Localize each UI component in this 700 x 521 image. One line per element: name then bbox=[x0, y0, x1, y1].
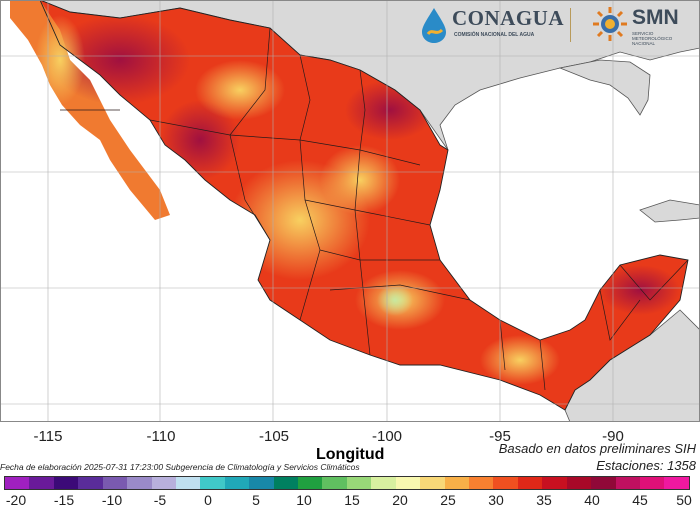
colorbar-cell bbox=[591, 477, 616, 489]
colorbar-label: 25 bbox=[440, 492, 456, 508]
colorbar-label: 20 bbox=[392, 492, 408, 508]
mexico-outline bbox=[39, 0, 689, 411]
colorbar-cell bbox=[175, 477, 201, 489]
smn-sun-icon bbox=[593, 7, 627, 41]
colorbar-cell bbox=[249, 477, 274, 489]
longitude-tick-label: -95 bbox=[489, 428, 511, 445]
colorbar-cell bbox=[29, 477, 54, 489]
colorbar-cell bbox=[102, 477, 128, 489]
florida-land bbox=[558, 59, 651, 116]
colorbar-cell bbox=[151, 477, 176, 489]
colorbar-cell bbox=[346, 477, 372, 489]
smn-logo-subtitle: SERVICIO METEOROLÓGICO NACIONAL bbox=[632, 31, 673, 46]
colorbar-cell bbox=[371, 477, 396, 489]
colorbar-label: 50 bbox=[676, 492, 692, 508]
colorbar-cell bbox=[664, 477, 689, 489]
longitude-tick-label: -115 bbox=[33, 428, 63, 445]
colorbar bbox=[4, 476, 690, 490]
colorbar-label: -20 bbox=[5, 492, 27, 508]
cuba-land bbox=[639, 199, 700, 223]
gridlines bbox=[0, 0, 700, 422]
colorbar-cell bbox=[615, 477, 640, 489]
colorbar-label: 35 bbox=[536, 492, 552, 508]
colorbar-cell bbox=[469, 477, 494, 489]
colorbar-label: -5 bbox=[153, 492, 167, 508]
longitude-tick-label: -100 bbox=[371, 428, 403, 445]
colorbar-label: 30 bbox=[488, 492, 504, 508]
longitude-tick-label: -110 bbox=[146, 428, 176, 445]
colorbar-cell bbox=[53, 477, 79, 489]
smn-logo-text: SMN bbox=[632, 6, 679, 29]
colorbar-cell bbox=[420, 477, 445, 489]
longitude-tick-label: -105 bbox=[258, 428, 290, 445]
colorbar-cell bbox=[5, 477, 30, 489]
colorbar-cell bbox=[298, 477, 323, 489]
colorbar-label: 0 bbox=[204, 492, 212, 508]
colorbar-cell bbox=[127, 477, 152, 489]
stations-count: Estaciones: 1358 bbox=[596, 458, 696, 473]
data-source-note: Basado en datos preliminares SIH bbox=[498, 441, 696, 456]
colorbar-label: 10 bbox=[296, 492, 312, 508]
colorbar-label: 40 bbox=[584, 492, 600, 508]
colorbar-cell bbox=[322, 477, 347, 489]
logos: CONAGUA COMISIÓN NACIONAL DEL AGUA SMN S… bbox=[418, 4, 698, 48]
longitude-tick-label: -90 bbox=[602, 428, 624, 445]
colorbar-cell bbox=[493, 477, 518, 489]
colorbar-cell bbox=[639, 477, 665, 489]
colorbar-label: -15 bbox=[53, 492, 75, 508]
elaboration-note: Fecha de elaboración 2025-07-31 17:23:00… bbox=[0, 462, 360, 472]
colorbar-cell bbox=[200, 477, 225, 489]
colorbar-cell bbox=[517, 477, 543, 489]
colorbar-cell bbox=[78, 477, 103, 489]
temperature-map bbox=[0, 0, 700, 422]
colorbar-cell bbox=[273, 477, 299, 489]
conagua-logo-subtitle: COMISIÓN NACIONAL DEL AGUA bbox=[454, 32, 535, 38]
colorbar-label: 15 bbox=[344, 492, 360, 508]
colorbar-cell bbox=[395, 477, 421, 489]
x-axis-title: Longitud bbox=[316, 446, 385, 463]
colorbar-label: 45 bbox=[632, 492, 648, 508]
conagua-logo-text: CONAGUA bbox=[452, 6, 564, 30]
colorbar-label: 5 bbox=[252, 492, 260, 508]
logo-divider bbox=[570, 8, 571, 42]
colorbar-cell bbox=[224, 477, 250, 489]
conagua-drop-icon bbox=[422, 8, 446, 43]
colorbar-cell bbox=[566, 477, 592, 489]
state-borders bbox=[60, 27, 689, 391]
colorbar-cell bbox=[444, 477, 470, 489]
colorbar-label: -10 bbox=[101, 492, 123, 508]
colorbar-cell bbox=[542, 477, 567, 489]
